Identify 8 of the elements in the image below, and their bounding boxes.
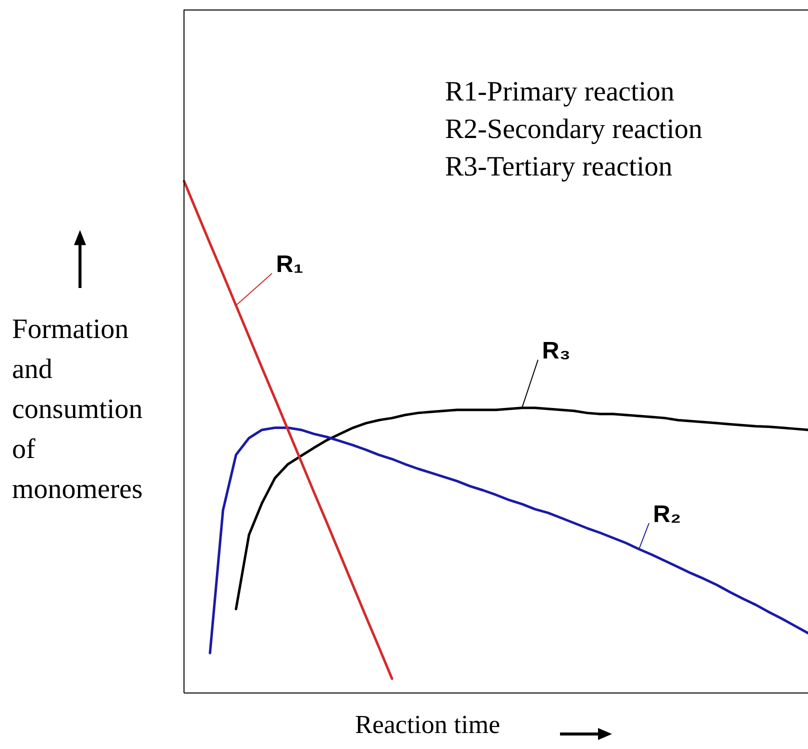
y-axis-title: Formation and consumtion of monomeres	[12, 313, 143, 507]
series-label: R₁	[276, 251, 304, 278]
series-label: R₃	[542, 337, 570, 364]
text: R1-Primary reaction	[445, 76, 674, 108]
text: R2-Secondary reaction	[445, 114, 702, 145]
annotation: R3-Tertiary reaction	[445, 151, 672, 182]
x-axis-title: Reaction time	[355, 710, 500, 740]
series-label: R₂	[653, 500, 681, 528]
